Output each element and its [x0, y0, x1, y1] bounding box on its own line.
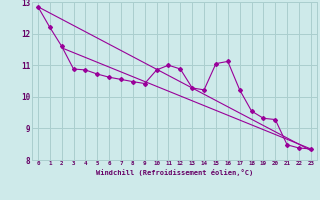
X-axis label: Windchill (Refroidissement éolien,°C): Windchill (Refroidissement éolien,°C)	[96, 169, 253, 176]
